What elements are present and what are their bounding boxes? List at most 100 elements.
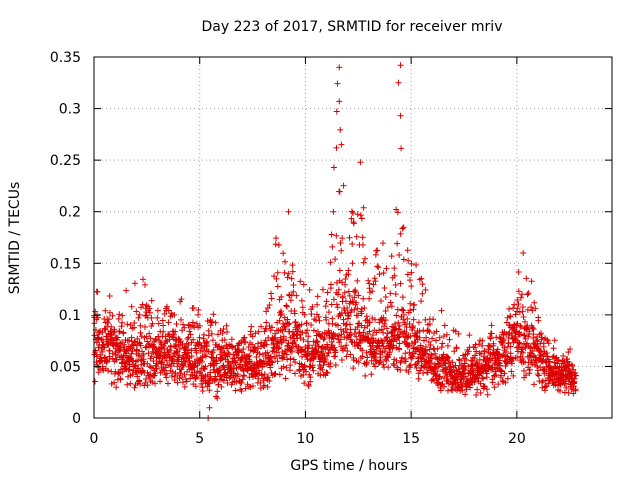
data-point — [305, 342, 312, 349]
data-point — [411, 301, 418, 308]
data-point — [283, 337, 290, 344]
data-point — [105, 316, 112, 323]
data-point — [127, 321, 134, 328]
data-point — [407, 307, 414, 314]
data-point — [206, 387, 213, 394]
data-point — [347, 351, 354, 358]
data-point — [266, 302, 273, 309]
data-point — [218, 354, 225, 361]
data-point — [377, 298, 384, 305]
data-point — [354, 312, 361, 319]
data-point — [144, 369, 151, 376]
data-point — [467, 384, 474, 391]
data-point — [209, 318, 216, 325]
data-point — [538, 330, 545, 337]
data-point — [539, 384, 546, 391]
data-point — [268, 295, 275, 302]
data-point — [137, 329, 144, 336]
data-point — [500, 331, 507, 338]
data-point — [429, 376, 436, 383]
data-point — [396, 322, 403, 329]
data-point — [487, 334, 494, 341]
data-point — [484, 391, 491, 398]
data-point — [489, 379, 496, 386]
data-point — [238, 387, 245, 394]
data-point — [325, 350, 332, 357]
data-point — [348, 331, 355, 338]
data-point — [335, 286, 342, 293]
data-point — [346, 321, 353, 328]
data-point — [333, 144, 340, 151]
data-point — [115, 315, 122, 322]
data-point — [99, 336, 106, 343]
data-point — [505, 334, 512, 341]
data-point — [106, 347, 113, 354]
data-point — [387, 299, 394, 306]
data-point — [284, 356, 291, 363]
data-point — [351, 306, 358, 313]
data-point — [372, 357, 379, 364]
data-point — [333, 301, 340, 308]
data-point — [146, 330, 153, 337]
data-point — [513, 328, 520, 335]
data-point — [488, 322, 495, 329]
data-point — [238, 349, 245, 356]
data-point — [168, 343, 175, 350]
data-point — [183, 378, 190, 385]
data-point — [188, 353, 195, 360]
data-point — [255, 328, 262, 335]
data-point — [205, 327, 212, 334]
data-point — [532, 305, 539, 312]
data-point — [333, 232, 340, 239]
data-point — [317, 372, 324, 379]
data-point — [253, 354, 260, 361]
data-point — [314, 328, 321, 335]
data-point — [374, 247, 381, 254]
data-point — [362, 255, 369, 262]
data-point — [300, 371, 307, 378]
data-point — [476, 350, 483, 357]
data-point — [293, 292, 300, 299]
data-point — [172, 328, 179, 335]
data-point — [244, 381, 251, 388]
data-point — [337, 336, 344, 343]
data-point — [142, 344, 149, 351]
data-point — [524, 291, 531, 298]
data-point — [218, 373, 225, 380]
data-point — [414, 360, 421, 367]
data-point — [383, 325, 390, 332]
data-point — [444, 342, 451, 349]
data-point — [495, 351, 502, 358]
data-point — [199, 388, 206, 395]
data-point — [242, 385, 249, 392]
data-point — [473, 348, 480, 355]
data-point — [403, 324, 410, 331]
data-point — [519, 355, 526, 362]
data-point — [153, 347, 160, 354]
data-point — [278, 339, 285, 346]
data-point — [360, 259, 367, 266]
data-point — [481, 353, 488, 360]
data-point — [324, 341, 331, 348]
data-point — [404, 271, 411, 278]
data-point — [392, 282, 399, 289]
data-point — [315, 313, 322, 320]
data-point — [471, 379, 478, 386]
data-point — [349, 240, 356, 247]
data-point — [182, 359, 189, 366]
data-point — [164, 303, 171, 310]
data-point — [449, 359, 456, 366]
data-point — [262, 337, 269, 344]
data-point — [229, 344, 236, 351]
data-point — [572, 386, 579, 393]
data-point — [291, 370, 298, 377]
data-point — [445, 354, 452, 361]
data-point — [118, 323, 125, 330]
data-point — [128, 303, 135, 310]
data-point — [379, 349, 386, 356]
data-point — [148, 297, 155, 304]
data-point — [160, 322, 167, 329]
data-point — [202, 353, 209, 360]
data-point — [174, 379, 181, 386]
data-point — [94, 288, 101, 295]
